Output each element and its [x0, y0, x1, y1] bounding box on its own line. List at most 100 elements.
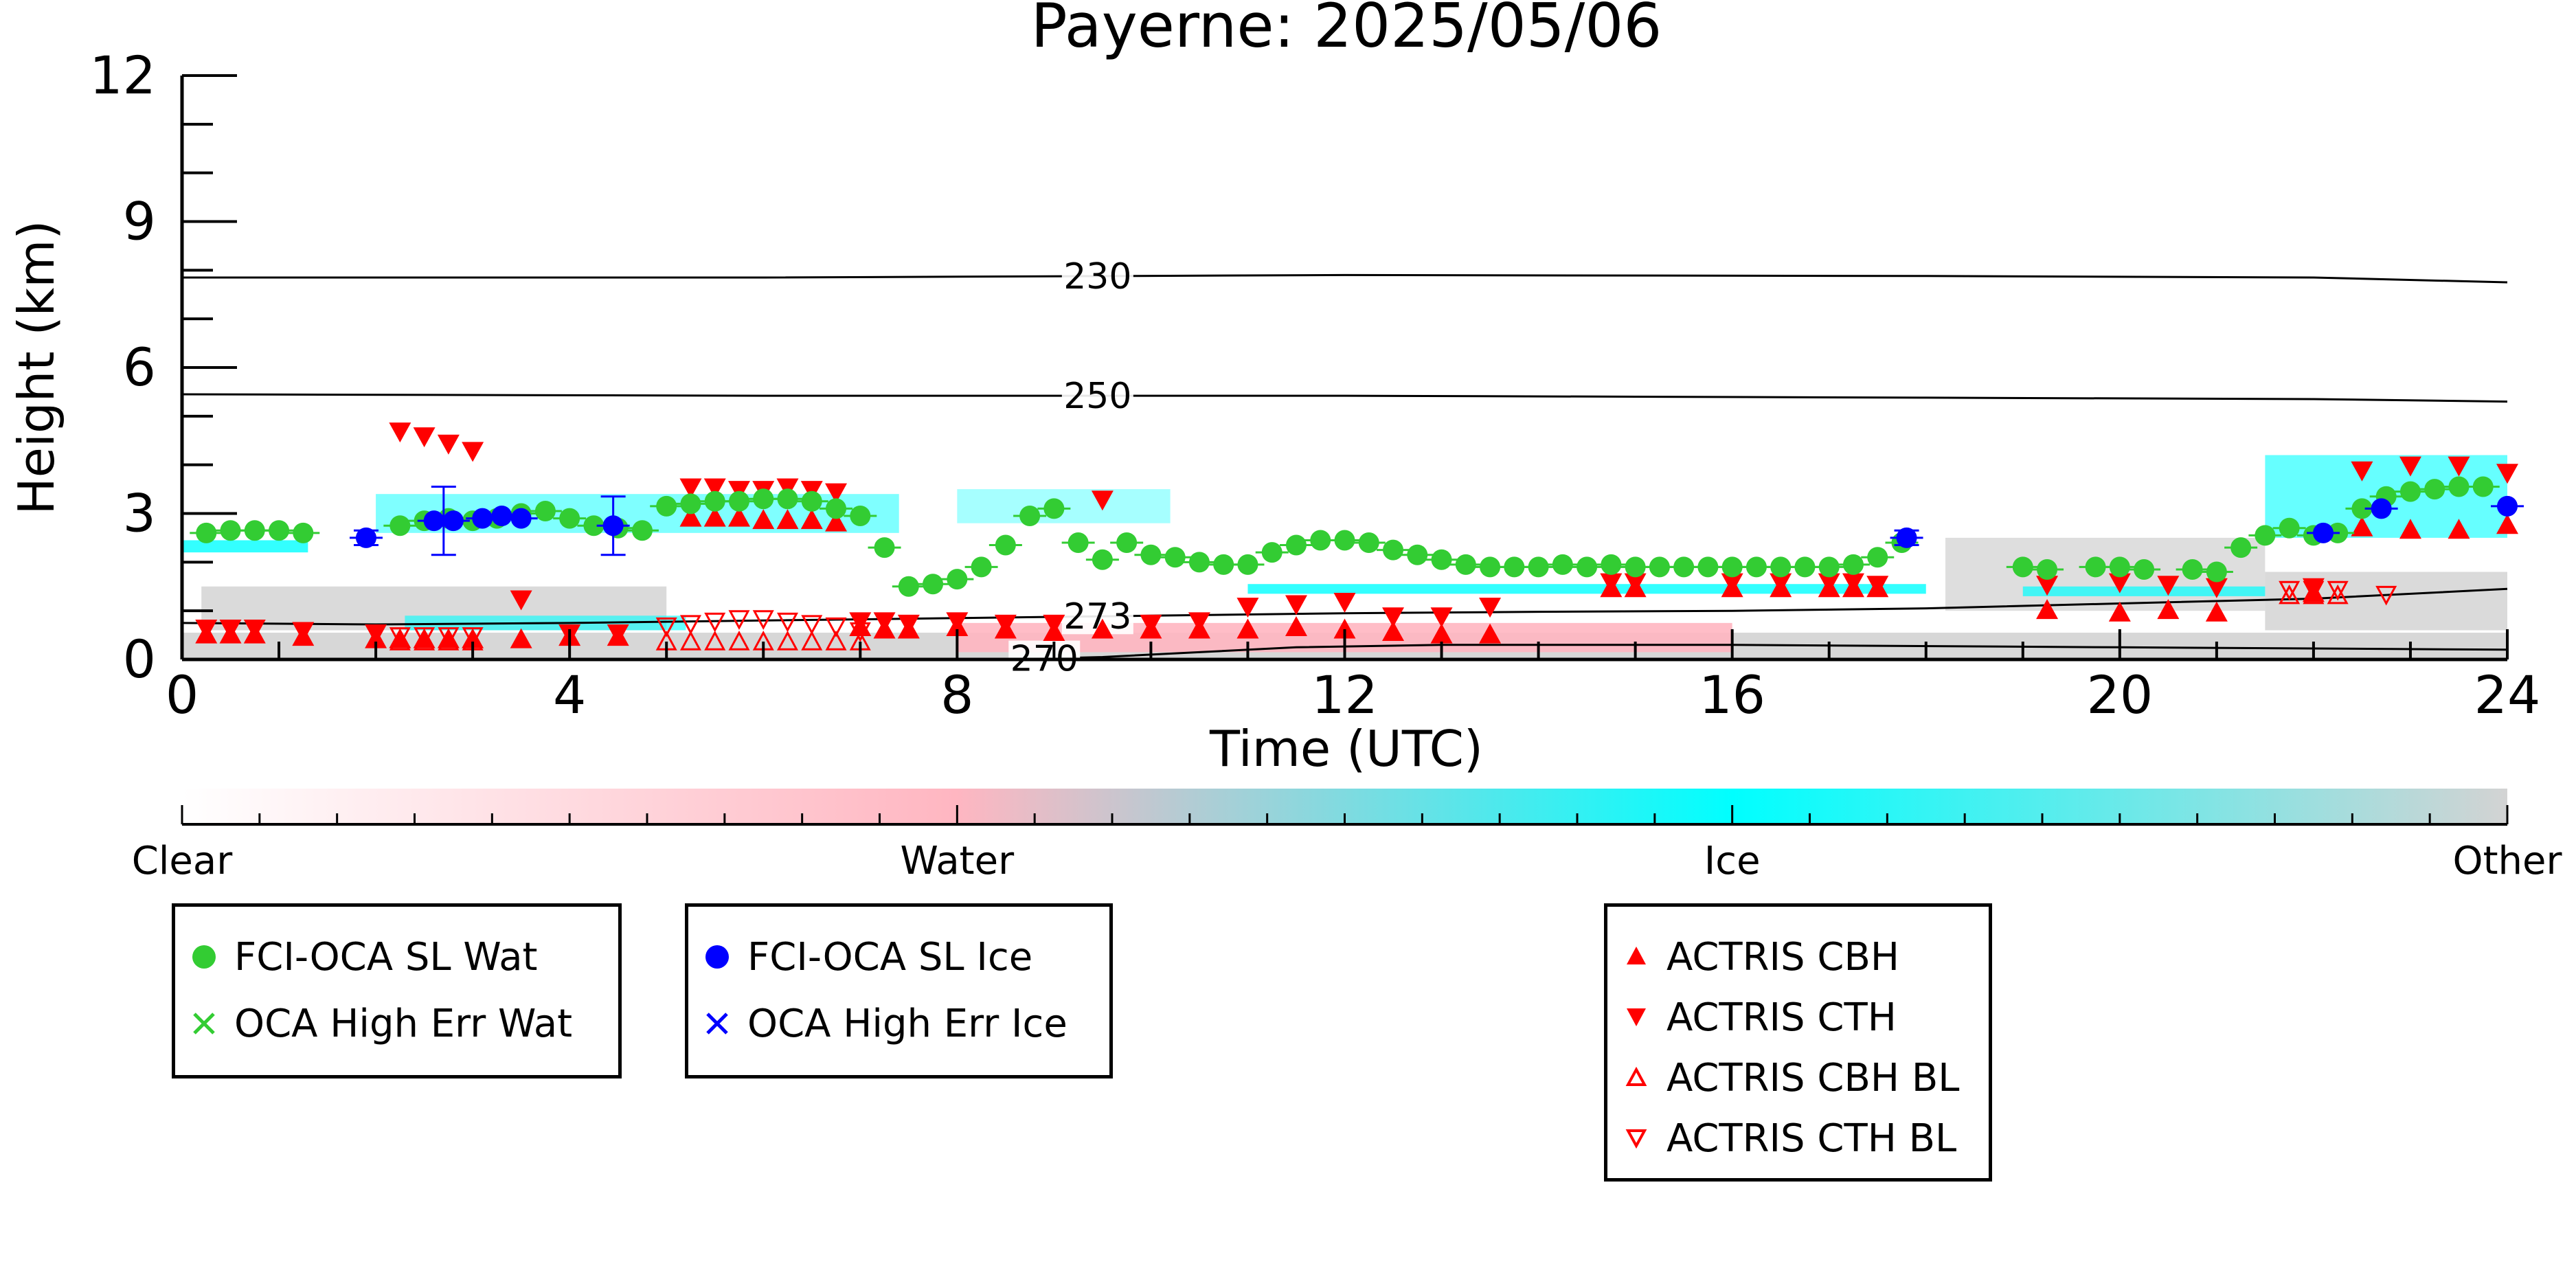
data-point [2399, 519, 2421, 539]
data-point [1818, 556, 1840, 578]
data-point [801, 631, 823, 651]
y-tick-label: 3 [123, 483, 156, 544]
data-point [1600, 573, 1623, 594]
data-point [776, 631, 799, 651]
legend-item: ACTRIS CBH [1607, 933, 1899, 981]
data-point [1842, 554, 1864, 575]
legend-item: ACTRIS CTH BL [1607, 1114, 1956, 1162]
data-point [462, 627, 484, 647]
data-point [2230, 537, 2252, 558]
data-point [2279, 584, 2301, 605]
data-point [607, 624, 629, 645]
data-point [1455, 554, 1476, 575]
data-point [2109, 556, 2130, 578]
x-tick-label: 24 [2474, 664, 2541, 725]
data-point [1721, 573, 1743, 594]
data-point [825, 631, 847, 651]
data-point [704, 490, 725, 512]
data-point [2371, 498, 2392, 519]
data-point [2279, 580, 2301, 601]
data-point [1794, 556, 1816, 578]
data-point [1866, 576, 1889, 596]
data-point [1333, 618, 1356, 639]
data-point [1577, 556, 1598, 578]
data-point [1601, 554, 1622, 575]
data-point [825, 511, 848, 532]
data-point [438, 631, 460, 651]
data-point [1504, 556, 1525, 578]
data-point [1043, 498, 1065, 519]
data-point [269, 520, 290, 541]
data-point [1479, 623, 1502, 644]
data-point [801, 615, 823, 635]
data-point [2036, 599, 2059, 620]
data-point [631, 520, 653, 541]
data-point [1333, 593, 1356, 613]
data-point [1358, 532, 1379, 553]
data-point [800, 509, 823, 530]
data-point [2351, 461, 2373, 482]
data-point [559, 508, 580, 529]
data-point [704, 612, 726, 633]
data-point [1334, 530, 1355, 551]
x-axis-label: Time (UTC) [1209, 720, 1483, 778]
data-point [1116, 532, 1138, 553]
x-tick-label: 8 [940, 664, 973, 725]
data-point [534, 500, 556, 521]
green-cross-icon [183, 999, 225, 1048]
series-actris-cth [195, 422, 2518, 645]
legend-label: OCA High Err Ice [747, 1001, 1067, 1046]
data-point [1842, 573, 1864, 594]
data-point [1818, 573, 1840, 594]
data-point [1261, 542, 1283, 563]
data-point [801, 490, 822, 512]
data-point [728, 631, 750, 651]
data-point [2351, 516, 2373, 536]
data-point [1430, 607, 1453, 628]
data-point [2108, 573, 2131, 594]
data-point [1188, 612, 1210, 633]
legend-item: ACTRIS CTH [1607, 993, 1897, 1041]
data-point [655, 617, 677, 637]
legend-label: ACTRIS CTH [1667, 995, 1897, 1040]
data-point [219, 619, 242, 640]
data-point [897, 614, 920, 635]
data-point [491, 506, 512, 527]
data-point [2496, 514, 2518, 534]
data-point [994, 614, 1017, 635]
data-point [472, 508, 493, 529]
colorbar-label: Ice [1704, 839, 1761, 883]
data-point [2085, 556, 2106, 578]
colorbar: Clear Water Ice Other [132, 789, 2562, 883]
data-point [1552, 554, 1573, 575]
data-point [679, 631, 701, 651]
data-point [510, 508, 532, 529]
data-point [679, 506, 702, 527]
data-point [423, 510, 444, 532]
data-point [995, 534, 1016, 556]
data-point [2472, 476, 2494, 497]
data-point [1043, 614, 1065, 635]
contour-label: 230 [1063, 256, 1131, 297]
data-point [2037, 558, 2058, 580]
data-point [923, 574, 944, 595]
data-point [1310, 530, 1331, 551]
data-point [2134, 558, 2155, 580]
triangle-down-open-icon [1616, 1114, 1657, 1162]
contour-label-bg [1061, 378, 1133, 414]
data-point [946, 612, 969, 633]
data-point [2303, 580, 2325, 601]
data-point [1867, 547, 1888, 568]
data-point [1673, 556, 1695, 578]
data-point [2182, 558, 2203, 580]
data-point [244, 520, 265, 541]
data-point [825, 483, 848, 504]
data-point [1625, 556, 1646, 578]
data-point [680, 493, 701, 515]
plot-axes: 0 3 6 9 12 0 4 8 12 16 20 24 [89, 45, 2540, 725]
data-point [2255, 525, 2276, 546]
background-band [2265, 572, 2507, 631]
data-point [679, 615, 701, 635]
y-tick-label: 0 [123, 629, 156, 690]
data-point [1164, 547, 1186, 568]
